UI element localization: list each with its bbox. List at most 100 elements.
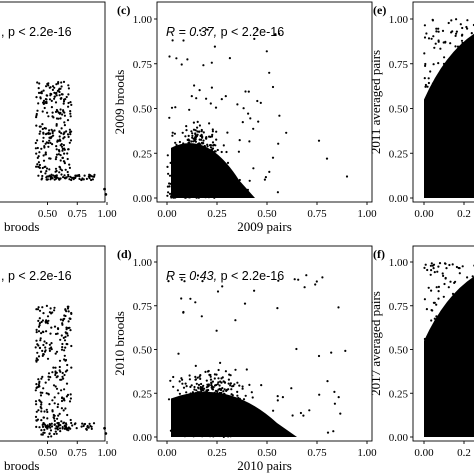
data-point bbox=[430, 330, 433, 334]
data-point bbox=[431, 82, 435, 85]
data-point bbox=[200, 133, 203, 136]
data-point bbox=[442, 79, 445, 82]
data-point bbox=[67, 105, 70, 108]
data-point bbox=[56, 332, 59, 335]
data-point bbox=[66, 307, 70, 310]
data-point bbox=[276, 191, 279, 194]
data-point bbox=[174, 141, 177, 144]
data-point bbox=[203, 387, 206, 390]
data-point bbox=[47, 319, 50, 322]
data-point bbox=[442, 98, 445, 101]
data-point bbox=[37, 344, 40, 347]
data-point bbox=[227, 382, 230, 385]
data-point bbox=[196, 274, 200, 277]
data-point bbox=[51, 85, 55, 88]
data-point bbox=[444, 262, 447, 265]
data-point bbox=[36, 163, 39, 166]
data-point bbox=[441, 95, 444, 98]
data-point bbox=[56, 405, 59, 409]
data-point bbox=[277, 142, 280, 145]
data-point bbox=[37, 319, 40, 322]
dense-cluster bbox=[171, 143, 255, 198]
scatter-points bbox=[34, 80, 108, 196]
data-point bbox=[244, 394, 247, 397]
data-point bbox=[54, 430, 57, 433]
data-point bbox=[187, 138, 190, 142]
data-point bbox=[295, 347, 298, 351]
data-point bbox=[61, 156, 64, 159]
scatter-points bbox=[167, 274, 347, 438]
data-point bbox=[54, 370, 57, 373]
data-point bbox=[251, 396, 254, 399]
data-point bbox=[449, 335, 453, 338]
data-point bbox=[449, 42, 452, 45]
data-point bbox=[50, 312, 53, 315]
data-point bbox=[69, 329, 72, 332]
data-point bbox=[171, 401, 174, 404]
data-point bbox=[457, 50, 460, 53]
data-point bbox=[211, 133, 214, 136]
data-point bbox=[55, 145, 58, 148]
data-point bbox=[461, 41, 464, 45]
data-point bbox=[202, 131, 205, 134]
data-point bbox=[456, 95, 459, 98]
data-point bbox=[51, 130, 54, 133]
data-point bbox=[41, 330, 45, 333]
x-tick-label: 0.00 bbox=[157, 447, 177, 459]
data-point bbox=[62, 336, 65, 339]
data-point bbox=[441, 326, 444, 329]
data-point bbox=[168, 182, 171, 185]
data-point bbox=[469, 45, 472, 49]
data-point bbox=[471, 105, 474, 108]
data-point bbox=[64, 314, 67, 318]
data-point bbox=[52, 174, 55, 177]
data-point bbox=[461, 309, 464, 312]
data-point bbox=[423, 266, 426, 269]
data-point bbox=[427, 81, 430, 85]
data-point bbox=[48, 86, 51, 89]
data-point bbox=[470, 72, 473, 75]
data-point bbox=[315, 280, 318, 283]
data-point bbox=[34, 141, 37, 145]
data-point bbox=[58, 135, 61, 138]
data-point bbox=[42, 422, 45, 425]
data-point bbox=[464, 321, 467, 324]
data-point bbox=[226, 131, 229, 134]
data-point bbox=[423, 337, 426, 341]
data-point bbox=[200, 174, 203, 177]
data-point bbox=[40, 332, 43, 335]
data-point bbox=[211, 130, 214, 133]
data-point bbox=[38, 381, 41, 385]
data-point bbox=[63, 424, 66, 427]
data-point bbox=[40, 377, 43, 380]
data-point bbox=[229, 382, 232, 385]
scatter-points bbox=[34, 304, 108, 438]
data-point bbox=[68, 166, 71, 169]
data-point bbox=[429, 336, 432, 339]
data-point bbox=[182, 39, 185, 42]
data-point bbox=[215, 373, 218, 376]
data-point bbox=[195, 389, 198, 392]
data-point bbox=[35, 96, 38, 99]
data-point bbox=[208, 135, 211, 138]
data-point bbox=[55, 94, 58, 97]
data-point bbox=[59, 177, 62, 180]
data-point bbox=[46, 410, 49, 414]
y-tick-label: 0.75 bbox=[389, 301, 409, 313]
data-point bbox=[167, 172, 170, 175]
data-point bbox=[57, 403, 60, 406]
data-point bbox=[37, 306, 40, 309]
data-point bbox=[66, 334, 69, 337]
x-tick-label: 0.50 bbox=[257, 208, 277, 220]
data-point bbox=[44, 346, 47, 349]
data-point bbox=[69, 139, 73, 142]
data-point bbox=[63, 160, 66, 163]
data-point bbox=[55, 148, 58, 151]
data-point bbox=[173, 192, 176, 195]
data-point bbox=[236, 103, 239, 106]
data-point bbox=[70, 312, 73, 315]
data-point bbox=[60, 420, 63, 423]
data-point bbox=[217, 191, 220, 194]
data-point bbox=[171, 131, 174, 134]
data-point bbox=[65, 428, 68, 431]
